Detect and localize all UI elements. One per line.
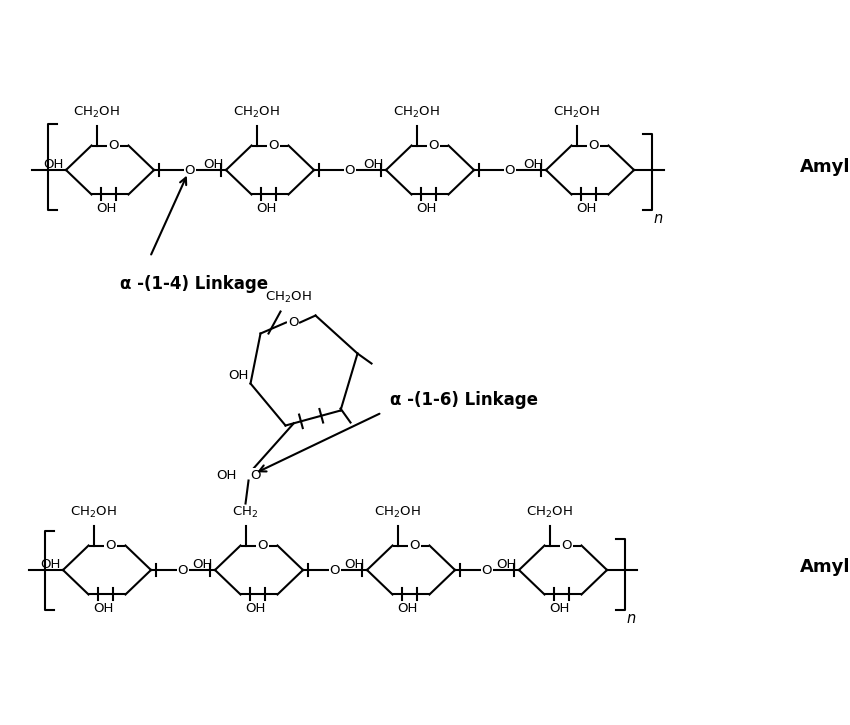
Text: CH$_2$OH: CH$_2$OH: [394, 104, 439, 120]
Text: CH$_2$: CH$_2$: [232, 505, 258, 520]
Text: OH: OH: [96, 202, 116, 215]
Text: O: O: [505, 164, 515, 176]
Text: OH: OH: [93, 602, 113, 616]
Text: OH: OH: [256, 202, 276, 215]
Text: O: O: [105, 539, 116, 552]
Text: OH: OH: [245, 602, 265, 616]
Text: CH$_2$OH: CH$_2$OH: [73, 104, 120, 120]
Text: OH: OH: [397, 602, 417, 616]
Text: O: O: [482, 563, 492, 576]
Text: O: O: [330, 563, 340, 576]
Text: O: O: [258, 539, 268, 552]
Text: OH: OH: [496, 558, 517, 571]
Text: O: O: [345, 164, 355, 176]
Text: OH: OH: [575, 202, 596, 215]
Text: OH: OH: [193, 558, 213, 571]
Text: OH: OH: [344, 558, 365, 571]
Text: Amylose: Amylose: [800, 158, 850, 176]
Text: OH: OH: [228, 369, 248, 382]
Text: CH$_2$OH: CH$_2$OH: [374, 505, 421, 520]
Text: OH: OH: [524, 157, 544, 170]
Text: OH: OH: [216, 469, 236, 482]
Text: n: n: [626, 611, 635, 626]
Text: O: O: [288, 316, 298, 329]
Text: CH$_2$OH: CH$_2$OH: [265, 289, 312, 304]
Text: OH: OH: [204, 157, 224, 170]
Text: O: O: [428, 139, 439, 152]
Text: CH$_2$OH: CH$_2$OH: [553, 104, 600, 120]
Text: O: O: [184, 164, 196, 176]
Text: OH: OH: [41, 558, 61, 571]
Text: Amylopectin: Amylopectin: [800, 558, 850, 576]
Text: O: O: [409, 539, 420, 552]
Text: O: O: [561, 539, 572, 552]
Text: CH$_2$OH: CH$_2$OH: [233, 104, 280, 120]
Text: O: O: [108, 139, 119, 152]
Text: OH: OH: [43, 157, 64, 170]
Text: n: n: [653, 212, 662, 226]
Text: α -(1-4) Linkage: α -(1-4) Linkage: [120, 275, 268, 293]
Text: α -(1-6) Linkage: α -(1-6) Linkage: [390, 391, 538, 408]
Text: O: O: [269, 139, 279, 152]
Text: O: O: [178, 563, 188, 576]
Text: O: O: [251, 469, 261, 482]
Text: CH$_2$OH: CH$_2$OH: [71, 505, 116, 520]
Text: OH: OH: [549, 602, 570, 616]
Text: O: O: [588, 139, 598, 152]
Text: OH: OH: [364, 157, 384, 170]
Text: CH$_2$OH: CH$_2$OH: [526, 505, 573, 520]
Text: OH: OH: [416, 202, 436, 215]
